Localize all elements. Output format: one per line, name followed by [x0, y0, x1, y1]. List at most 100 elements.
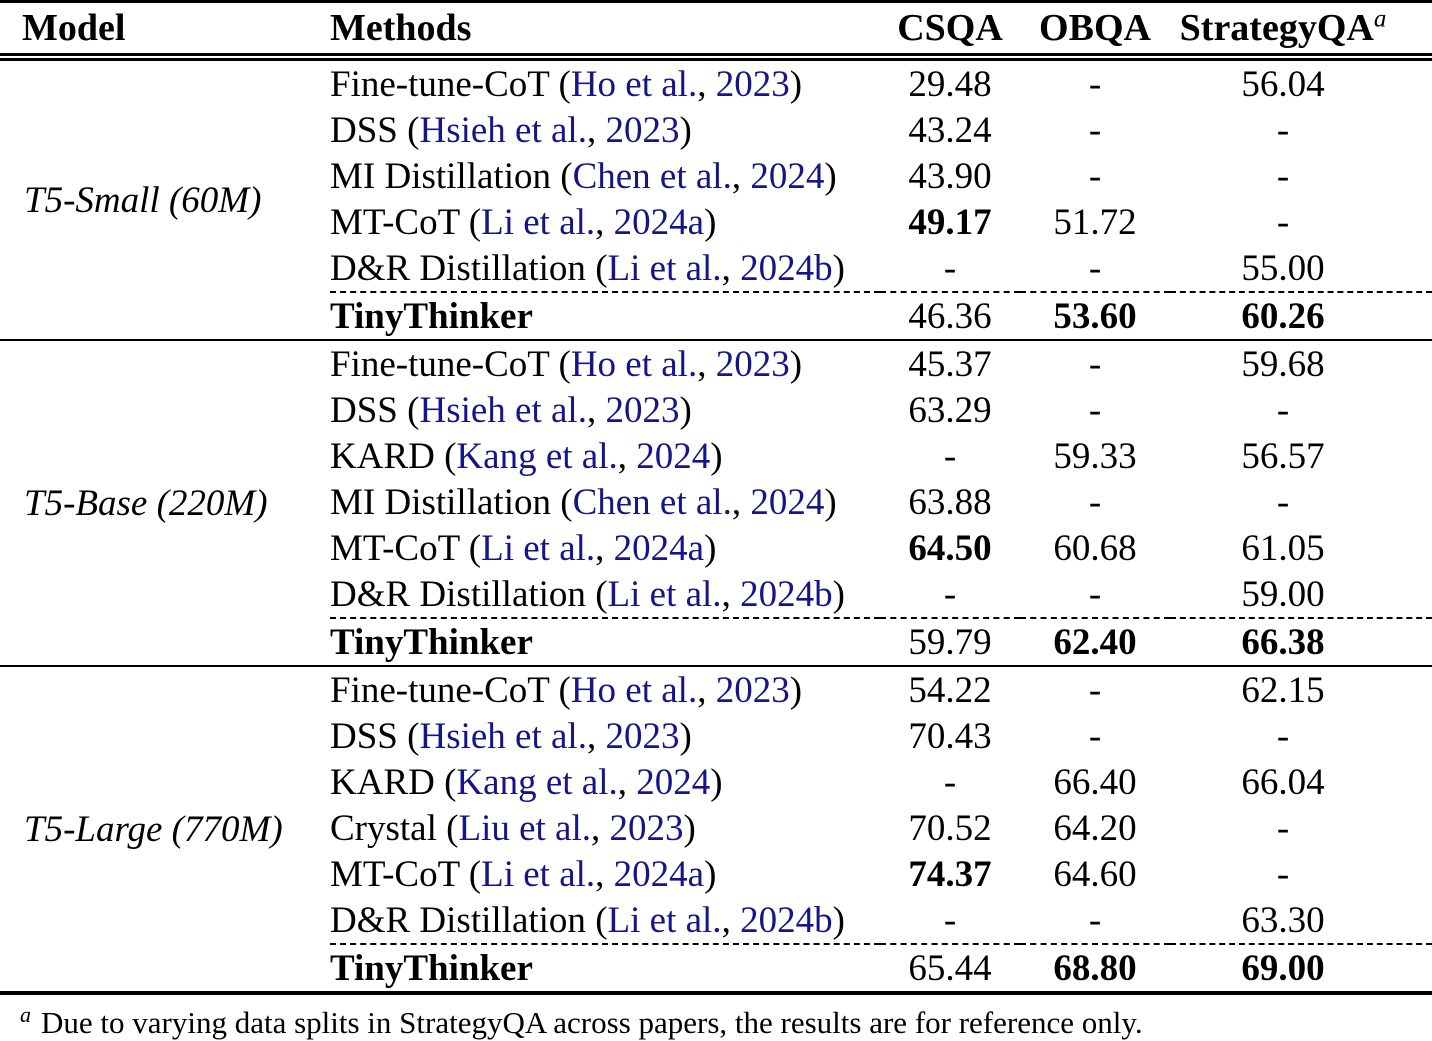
paren-open: (: [459, 201, 482, 243]
strategyqa-value: -: [1276, 807, 1290, 849]
model-name: T5-Small (60M): [24, 179, 262, 221]
citation-authors-link[interactable]: Liu et al.: [458, 807, 592, 849]
strategyqa-value: 69.00: [1170, 943, 1432, 993]
citation-authors-link[interactable]: Li et al.: [607, 247, 722, 289]
citation-comma: ,: [721, 573, 741, 615]
citation-year-link[interactable]: 2024a: [613, 201, 705, 243]
footnote-text: Due to varying data splits in StrategyQA…: [41, 1005, 1143, 1040]
citation-year-link[interactable]: 2023: [715, 343, 790, 385]
citation-authors-link[interactable]: Hsieh et al.: [419, 389, 587, 431]
csqa-value: 54.22: [880, 665, 1020, 713]
table-row: MT-CoT (Li et al., 2024a) 49.17 51.72 -: [0, 199, 1432, 245]
table-row: DSS (Hsieh et al., 2023) 43.24 - -: [0, 107, 1432, 153]
table-row: KARD (Kang et al., 2024) - 66.40 66.04: [0, 759, 1432, 805]
paren-open: (: [397, 389, 420, 431]
citation-authors-link[interactable]: Li et al.: [481, 853, 596, 895]
csqa-value: -: [943, 761, 957, 803]
citation-comma: ,: [697, 63, 716, 105]
table-row: D&R Distillation (Li et al., 2024b) - - 59.…: [0, 571, 1432, 618]
obqa-value: -: [1088, 109, 1102, 151]
csqa-value: -: [943, 573, 957, 615]
method-name: Fine-tune-CoT: [330, 63, 550, 105]
paren-close: ): [789, 343, 803, 385]
csqa-value: 59.79: [880, 617, 1020, 666]
paren-open: (: [549, 669, 571, 711]
citation-comma: ,: [731, 481, 751, 523]
strategyqa-value: -: [1276, 481, 1290, 523]
citation-year-link[interactable]: 2023: [715, 669, 790, 711]
method-name: D&R Distillation: [330, 247, 586, 289]
table-footnote: a Due to varying data splits in StrategyQ…: [0, 1001, 1432, 1041]
model-name: T5-Base (220M): [0, 339, 330, 666]
footnote-marker: a: [20, 1001, 31, 1027]
citation-authors-link[interactable]: Chen et al.: [572, 155, 732, 197]
citation-year-link[interactable]: 2023: [605, 109, 680, 151]
citation-authors-link[interactable]: Li et al.: [481, 201, 596, 243]
method-name: MI Distillation: [330, 481, 551, 523]
obqa-value: 62.40: [1020, 617, 1170, 666]
table-row: MT-CoT (Li et al., 2024a) 64.50 60.68 61.05: [0, 525, 1432, 571]
column-header-model: Model: [0, 1, 330, 61]
header-row: Model Methods CSQA OBQA StrategyQAa: [0, 1, 1432, 61]
method-name: MT-CoT: [330, 527, 460, 569]
citation-authors-link[interactable]: Ho et al.: [570, 343, 698, 385]
model-name: T5-Large (770M): [0, 665, 330, 993]
citation-year-link[interactable]: 2024: [636, 435, 711, 477]
citation-comma: ,: [586, 715, 606, 757]
citation-authors-link[interactable]: Li et al.: [607, 573, 722, 615]
csqa-value: 49.17: [908, 201, 992, 243]
citation-year-link[interactable]: 2024a: [613, 527, 705, 569]
paren-open: (: [549, 343, 571, 385]
table-row: MI Distillation (Chen et al., 2024) 63.88…: [0, 479, 1432, 525]
citation-year-link[interactable]: 2024a: [613, 853, 705, 895]
method-cell: DSS (Hsieh et al., 2023): [330, 107, 880, 153]
citation-authors-link[interactable]: Hsieh et al.: [419, 715, 587, 757]
method-cell: D&R Distillation (Li et al., 2024b): [330, 571, 880, 618]
citation-comma: ,: [591, 807, 610, 849]
citation-authors-link[interactable]: Ho et al.: [570, 669, 698, 711]
citation-authors-link[interactable]: Chen et al.: [572, 481, 732, 523]
citation-year-link[interactable]: 2024: [750, 481, 825, 523]
citation-year-link[interactable]: 2024b: [740, 573, 833, 615]
table-row: MI Distillation (Chen et al., 2024) 43.90…: [0, 153, 1432, 199]
citation-authors-link[interactable]: Li et al.: [481, 527, 596, 569]
citation-authors-link[interactable]: Hsieh et al.: [419, 109, 587, 151]
strategyqa-value: -: [1276, 715, 1290, 757]
method-name: D&R Distillation: [330, 899, 586, 941]
strategyqa-value: -: [1276, 109, 1290, 151]
obqa-value: 66.40: [1053, 761, 1137, 803]
tinythinker-row: TinyThinker 46.36 53.60 60.26: [0, 291, 1432, 340]
obqa-value: 53.60: [1020, 291, 1170, 340]
paren-close: ): [683, 807, 696, 849]
obqa-value: 51.72: [1053, 201, 1137, 243]
citation-year-link[interactable]: 2024b: [740, 899, 833, 941]
tinythinker-row: TinyThinker 65.44 68.80 69.00: [0, 943, 1432, 993]
citation-authors-link[interactable]: Ho et al.: [570, 63, 698, 105]
citation-authors-link[interactable]: Kang et al.: [456, 435, 618, 477]
citation-year-link[interactable]: 2023: [609, 807, 684, 849]
csqa-value: -: [943, 899, 957, 941]
paren-close: ): [832, 247, 845, 289]
table-body: T5-Small (60M) Fine-tune-CoT (Ho et al., …: [0, 57, 1432, 993]
column-header-methods: Methods: [330, 1, 880, 61]
citation-comma: ,: [721, 899, 741, 941]
citation-authors-link[interactable]: Kang et al.: [456, 761, 618, 803]
paren-close: ): [789, 669, 803, 711]
paren-close: ): [824, 155, 837, 197]
table-row: KARD (Kang et al., 2024) - 59.33 56.57: [0, 433, 1432, 479]
paren-close: ): [832, 899, 845, 941]
paren-open: (: [397, 715, 420, 757]
citation-year-link[interactable]: 2023: [715, 63, 790, 105]
citation-comma: ,: [697, 343, 716, 385]
citation-year-link[interactable]: 2024: [636, 761, 711, 803]
citation-authors-link[interactable]: Li et al.: [607, 899, 722, 941]
citation-year-link[interactable]: 2024: [750, 155, 825, 197]
paren-close: ): [824, 481, 837, 523]
citation-year-link[interactable]: 2024b: [740, 247, 833, 289]
strategyqa-value: 66.38: [1170, 617, 1432, 666]
citation-year-link[interactable]: 2023: [605, 715, 680, 757]
obqa-value: -: [1088, 573, 1102, 615]
table-row: T5-Small (60M) Fine-tune-CoT (Ho et al., …: [0, 57, 1432, 221]
tinythinker-row: TinyThinker 59.79 62.40 66.38: [0, 617, 1432, 666]
citation-year-link[interactable]: 2023: [605, 389, 680, 431]
